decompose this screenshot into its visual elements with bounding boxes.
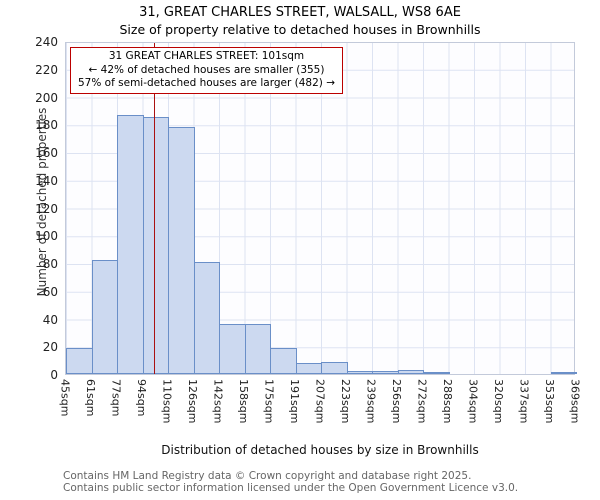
bar — [219, 324, 246, 374]
x-axis-label: Distribution of detached houses by size … — [161, 443, 479, 457]
bar — [142, 117, 169, 374]
y-tick-label: 80 — [42, 257, 58, 271]
x-tick-label: 304sqm — [466, 379, 480, 424]
plot-area — [65, 42, 577, 375]
x-tick-label: 256sqm — [390, 379, 403, 424]
chart-title: 31, GREAT CHARLES STREET, WALSALL, WS8 6… — [139, 5, 461, 20]
bar — [423, 372, 450, 374]
y-tick-label: 60 — [42, 284, 58, 299]
footer-attribution-line1: Contains HM Land Registry data © Crown c… — [63, 470, 472, 482]
y-tick-label: 160 — [35, 146, 58, 160]
annotation-larger-stat: 57% of semi-detached houses are larger (… — [78, 77, 335, 90]
annotation-box: 31 GREAT CHARLES STREET: 101sqm ← 42% of… — [70, 47, 343, 94]
x-tick-label: 175sqm — [262, 379, 276, 424]
x-tick-label: 320sqm — [492, 379, 505, 424]
bar — [372, 371, 399, 374]
bar — [295, 362, 322, 374]
y-axis-tick-labels: 240 220 200 180 160 140 120 100 80 60 40 20 0 — [18, 35, 58, 382]
bar — [244, 324, 271, 374]
bar — [270, 347, 297, 374]
y-tick-label: 100 — [35, 229, 58, 244]
x-tick-label: 110sqm — [160, 379, 174, 424]
bar — [346, 371, 373, 374]
y-tick-label: 200 — [35, 90, 58, 105]
y-tick-label: 140 — [35, 173, 58, 188]
x-tick-label: 239sqm — [364, 379, 378, 424]
annotation-smaller-stat: ← 42% of detached houses are smaller (35… — [88, 63, 325, 76]
x-tick-label: 77sqm — [109, 379, 123, 417]
bar — [91, 260, 118, 374]
x-tick-label: 369sqm — [568, 379, 582, 424]
x-axis-tick-labels: 45sqm 61sqm 77sqm 94sqm 110sqm 126sqm 142sqm 15… — [59, 379, 585, 437]
y-tick-label: 40 — [42, 312, 58, 327]
y-tick-label: 0 — [50, 368, 58, 382]
annotation-title: 31 GREAT CHARLES STREET: 101sqm — [108, 50, 305, 62]
y-tick-label: 220 — [35, 62, 58, 77]
y-tick-label: 120 — [35, 201, 58, 216]
footer-attribution-line2: Contains public sector information licen… — [63, 482, 519, 494]
x-tick-label: 191sqm — [288, 379, 301, 424]
y-tick-label: 240 — [35, 35, 58, 49]
x-tick-label: 272sqm — [415, 379, 429, 424]
x-tick-label: 223sqm — [339, 379, 352, 424]
x-tick-label: 142sqm — [211, 379, 225, 424]
bar — [193, 261, 220, 374]
x-tick-label: 288sqm — [441, 379, 454, 424]
subject-property-marker-line — [154, 43, 156, 374]
y-tick-label: 180 — [35, 118, 58, 133]
bar — [321, 361, 348, 374]
bar — [66, 347, 93, 374]
x-tick-label: 353sqm — [543, 379, 556, 424]
x-tick-label: 158sqm — [237, 379, 250, 424]
x-tick-label: 45sqm — [58, 379, 72, 417]
bar — [550, 372, 577, 374]
x-tick-label: 126sqm — [186, 379, 199, 424]
x-tick-label: 94sqm — [135, 379, 148, 417]
bar — [397, 369, 424, 374]
chart-subtitle: Size of property relative to detached ho… — [119, 22, 481, 37]
x-tick-label: 337sqm — [517, 379, 531, 424]
x-tick-label: 61sqm — [84, 379, 97, 417]
x-tick-label: 207sqm — [313, 379, 327, 424]
bar — [168, 127, 195, 374]
bar — [117, 114, 144, 374]
y-tick-label: 20 — [42, 340, 58, 355]
